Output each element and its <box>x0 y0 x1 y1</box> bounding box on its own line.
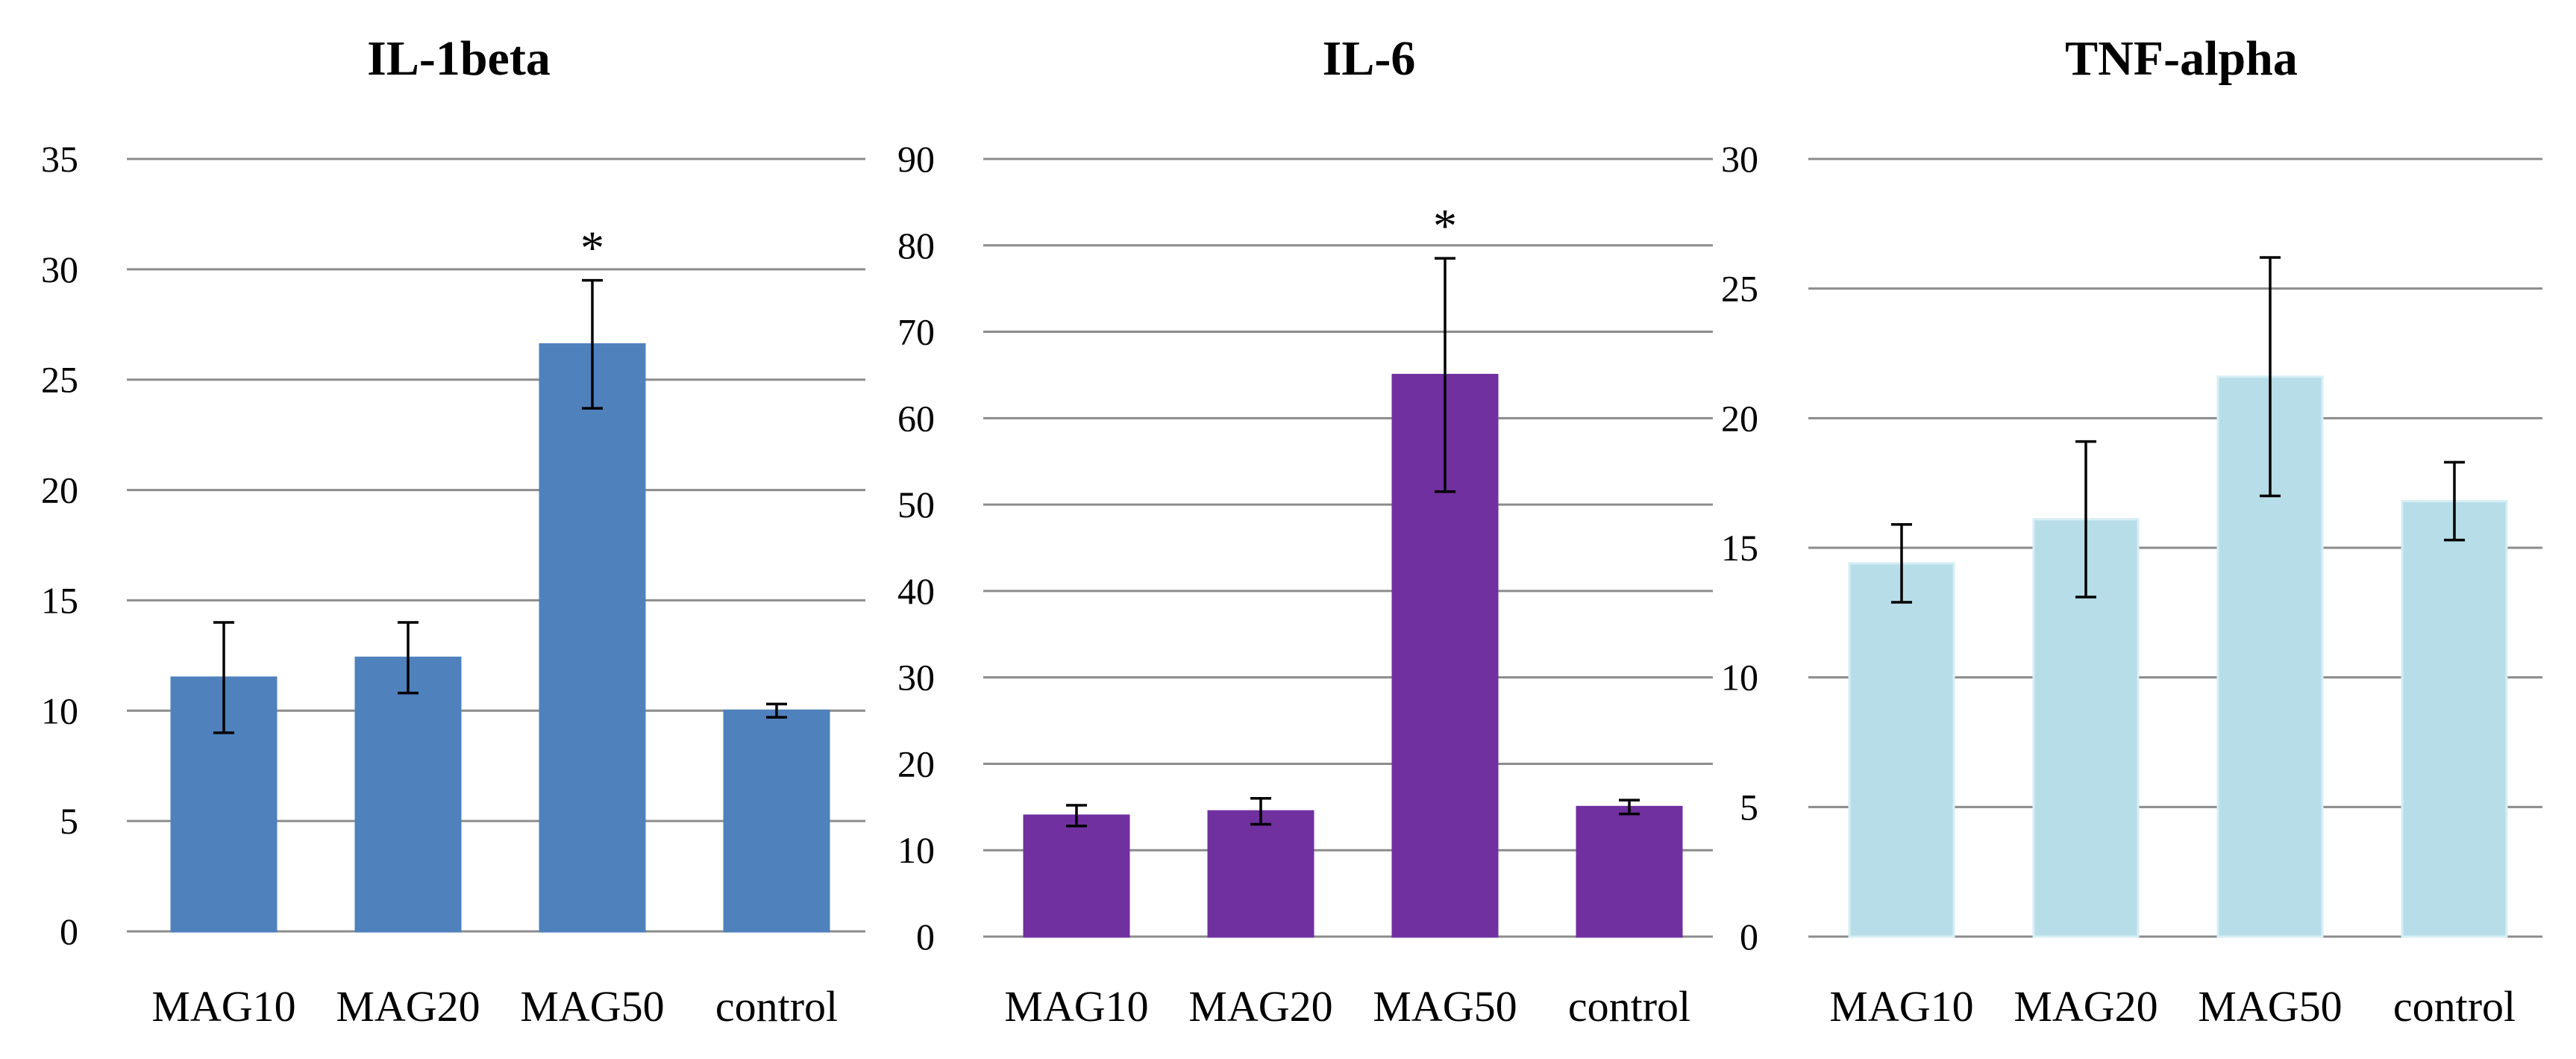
x-category-label: control <box>715 982 838 1031</box>
y-tick-label: 20 <box>1721 397 1758 439</box>
significance-marker: * <box>1433 199 1457 252</box>
y-tick-label: 10 <box>41 690 78 731</box>
x-category-label: control <box>2393 982 2516 1031</box>
y-tick-label: 15 <box>1721 527 1758 569</box>
bar-mag10 <box>1023 814 1130 938</box>
significance-marker: * <box>580 222 604 275</box>
x-category-label: MAG20 <box>1188 982 1332 1031</box>
y-tick-label: 50 <box>897 484 935 525</box>
y-tick-label: 30 <box>897 657 935 699</box>
y-tick-label: 40 <box>897 570 935 612</box>
y-tick-label: 0 <box>916 916 935 958</box>
y-tick-label: 20 <box>41 469 78 511</box>
y-tick-label: 60 <box>897 397 935 439</box>
chart-panel-2: TNF-alpha 0 5 10 15 20 25 30 MAG10 MAG20 MAG50 cont… <box>1721 31 2542 1031</box>
y-tick-label: 25 <box>1721 268 1758 310</box>
y-tick-label: 15 <box>41 579 78 621</box>
chart-title: IL-6 <box>1323 31 1416 86</box>
y-tick-label: 5 <box>1740 786 1758 828</box>
x-category-label: MAG50 <box>2198 982 2342 1031</box>
x-category-label: MAG10 <box>1004 982 1148 1031</box>
y-tick-label: 0 <box>1740 916 1758 958</box>
y-tick-label: 0 <box>60 910 78 952</box>
x-category-label: MAG50 <box>1373 982 1517 1031</box>
bar-mag20 <box>354 656 462 933</box>
x-category-label: control <box>1568 982 1690 1031</box>
bar-control <box>1576 805 1683 938</box>
chart-panel-0: IL-1beta 0 5 10 15 20 25 30 35 MAG10 MAG20 * MAG50 co… <box>41 31 865 1031</box>
bar-mag20 <box>1207 810 1314 938</box>
y-tick-label: 70 <box>897 311 935 353</box>
chart-panel-1: IL-6 0 10 20 30 40 50 60 70 80 90 MAG10 MAG20 * MAG50 c… <box>897 31 1713 1031</box>
y-tick-label: 10 <box>897 829 935 871</box>
chart-title: IL-1beta <box>367 31 551 86</box>
chart-title: TNF-alpha <box>2065 31 2298 86</box>
bar-mag10 <box>1848 562 1955 938</box>
y-tick-label: 80 <box>897 225 935 266</box>
y-tick-label: 35 <box>41 138 78 180</box>
y-tick-label: 5 <box>60 800 78 842</box>
y-tick-label: 10 <box>1721 657 1758 699</box>
y-tick-label: 25 <box>41 359 78 401</box>
x-category-label: MAG20 <box>336 982 480 1031</box>
x-category-label: MAG50 <box>520 982 664 1031</box>
x-category-label: MAG10 <box>1829 982 1973 1031</box>
y-tick-label: 20 <box>897 743 935 784</box>
bar-control <box>2401 499 2508 938</box>
y-tick-label: 30 <box>41 249 78 290</box>
bar-mag50 <box>539 343 646 933</box>
x-category-label: MAG10 <box>151 982 295 1031</box>
y-tick-label: 30 <box>1721 138 1758 180</box>
x-category-label: MAG20 <box>2014 982 2157 1031</box>
y-tick-label: 90 <box>897 138 935 180</box>
bar-control <box>723 709 830 933</box>
